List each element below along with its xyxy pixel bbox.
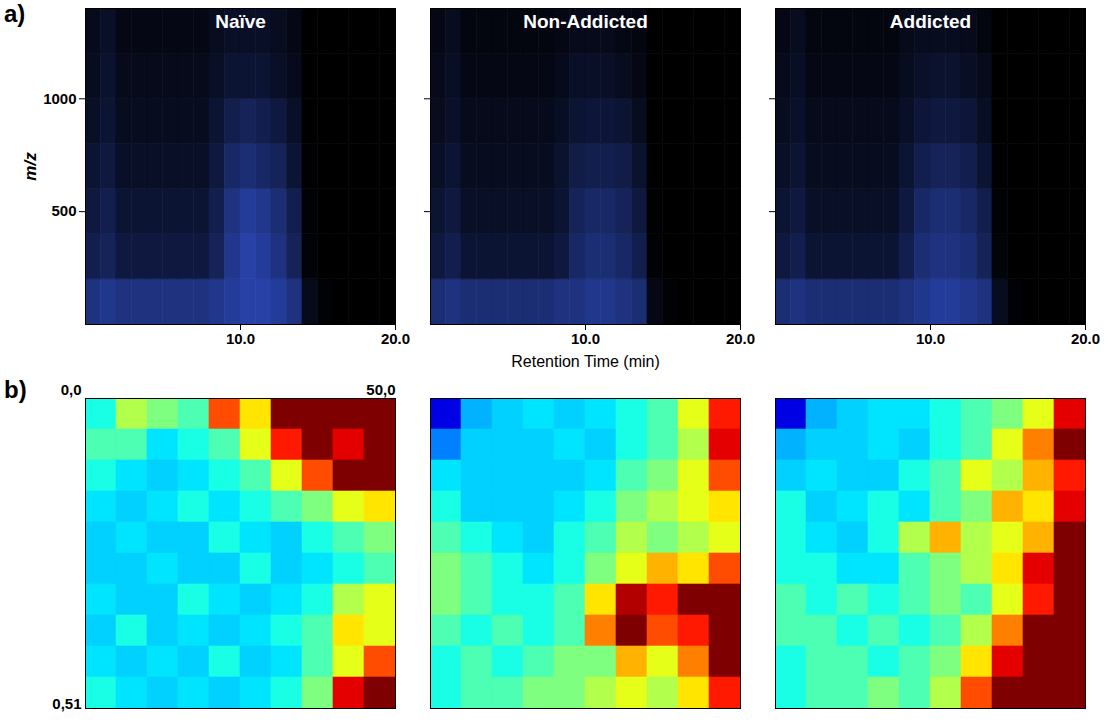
svg-text:10.0: 10.0 — [226, 330, 255, 347]
svg-text:Naïve: Naïve — [215, 11, 266, 32]
svg-text:10.0: 10.0 — [571, 330, 600, 347]
svg-text:500: 500 — [51, 202, 76, 219]
svg-text:0,51: 0,51 — [52, 695, 81, 712]
svg-text:20.0: 20.0 — [381, 330, 410, 347]
svg-text:20.0: 20.0 — [1071, 330, 1100, 347]
svg-text:50,0: 50,0 — [366, 381, 395, 398]
svg-text:1000: 1000 — [43, 90, 76, 107]
svg-text:Non-Addicted: Non-Addicted — [523, 11, 648, 32]
svg-text:m/z: m/z — [21, 152, 40, 181]
svg-text:10.0: 10.0 — [916, 330, 945, 347]
svg-text:20.0: 20.0 — [726, 330, 755, 347]
svg-text:Addicted: Addicted — [890, 11, 971, 32]
svg-text:0,0: 0,0 — [61, 381, 82, 398]
html-text:a): a) — [4, 0, 26, 27]
svg-text:Retention Time (min): Retention Time (min) — [511, 353, 660, 370]
html-text:b): b) — [4, 376, 27, 403]
